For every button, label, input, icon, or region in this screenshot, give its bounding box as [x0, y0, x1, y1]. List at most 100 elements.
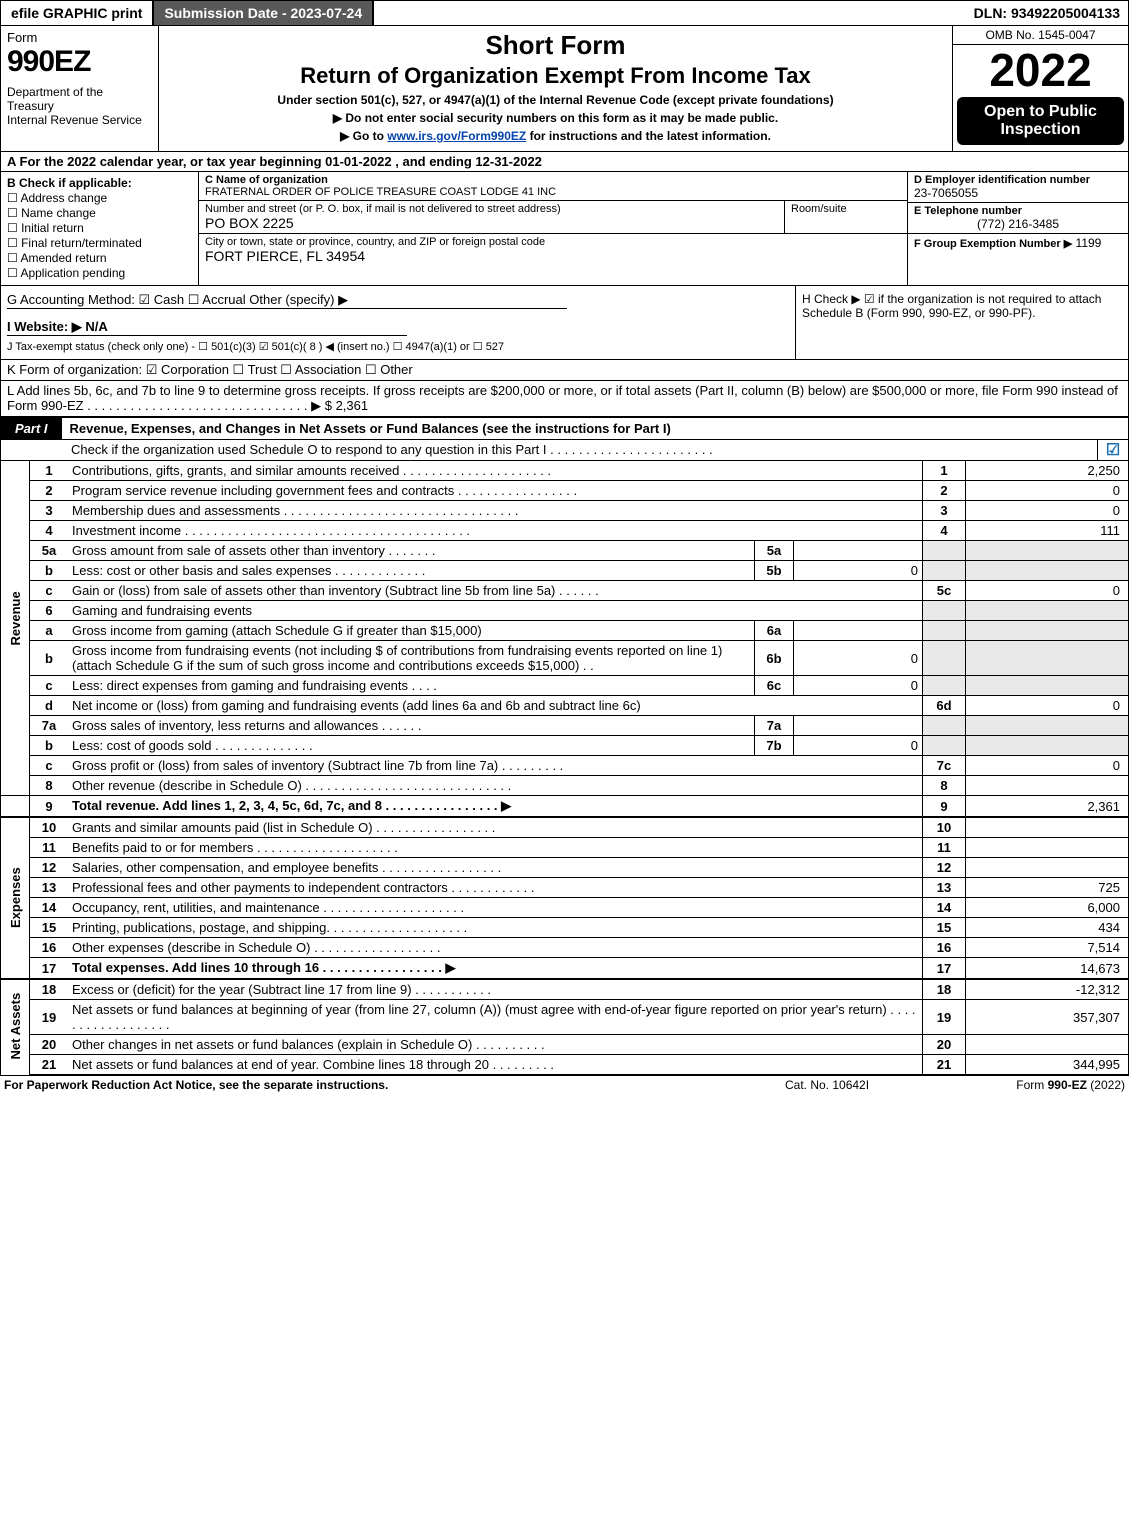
chk-address-change[interactable]: ☐ Address change: [7, 191, 192, 205]
l18-no: 18: [30, 979, 69, 1000]
part-1-title: Revenue, Expenses, and Changes in Net As…: [70, 421, 1128, 436]
omb-number: OMB No. 1545-0047: [953, 26, 1128, 45]
d-value: 23-7065055: [914, 186, 1122, 200]
calc-table: Revenue 1 Contributions, gifts, grants, …: [0, 461, 1129, 1075]
l10-no: 10: [30, 817, 69, 838]
l1-amt: 2,250: [966, 461, 1129, 481]
header-right: OMB No. 1545-0047 2022 Open to Public In…: [952, 26, 1128, 151]
topbar-spacer: [374, 1, 966, 25]
submission-date-button[interactable]: Submission Date - 2023-07-24: [154, 1, 374, 25]
l6c-desc: Less: direct expenses from gaming and fu…: [68, 676, 755, 696]
chk-final-return[interactable]: ☐ Final return/terminated: [7, 236, 192, 250]
check-o-text: Check if the organization used Schedule …: [1, 440, 1097, 460]
row-k: K Form of organization: ☑ Corporation ☐ …: [0, 360, 1129, 381]
c-city-label: City or town, state or province, country…: [205, 236, 901, 248]
l16-desc: Other expenses (describe in Schedule O) …: [68, 938, 923, 958]
l19-amt: 357,307: [966, 1000, 1129, 1035]
l13-col: 13: [923, 878, 966, 898]
vlabel-revenue: Revenue: [1, 461, 30, 776]
part-1-check-o: Check if the organization used Schedule …: [0, 440, 1129, 461]
l18-amt: -12,312: [966, 979, 1129, 1000]
f-value: 1199: [1076, 236, 1102, 250]
l19-col: 19: [923, 1000, 966, 1035]
l6a-sub: 6a: [755, 621, 794, 641]
e-label: E Telephone number: [914, 205, 1122, 217]
l6a-amt: [966, 621, 1129, 641]
l4-no: 4: [30, 521, 69, 541]
check-o-box[interactable]: ☑: [1097, 440, 1128, 460]
l7c-amt: 0: [966, 756, 1129, 776]
l6-col: [923, 601, 966, 621]
l5a-col: [923, 541, 966, 561]
l3-amt: 0: [966, 501, 1129, 521]
chk-address-change-text: Address change: [20, 191, 107, 205]
l14-desc: Occupancy, rent, utilities, and maintena…: [68, 898, 923, 918]
l6a-desc: Gross income from gaming (attach Schedul…: [68, 621, 755, 641]
open-to-public: Open to Public Inspection: [957, 97, 1124, 145]
l5c-desc: Gain or (loss) from sale of assets other…: [68, 581, 923, 601]
efile-print-button[interactable]: efile GRAPHIC print: [1, 1, 154, 25]
chk-application-pending[interactable]: ☐ Application pending: [7, 266, 192, 280]
l4-desc: Investment income . . . . . . . . . . . …: [68, 521, 923, 541]
subtitle-2: ▶ Do not enter social security numbers o…: [167, 111, 944, 125]
l6-desc: Gaming and fundraising events: [68, 601, 923, 621]
block-b: B Check if applicable: ☐ Address change …: [1, 172, 199, 285]
chk-initial-return[interactable]: ☐ Initial return: [7, 221, 192, 235]
l15-desc: Printing, publications, postage, and shi…: [68, 918, 923, 938]
l7a-desc: Gross sales of inventory, less returns a…: [68, 716, 755, 736]
l7b-desc: Less: cost of goods sold . . . . . . . .…: [68, 736, 755, 756]
chk-amended-return[interactable]: ☐ Amended return: [7, 251, 192, 265]
l3-no: 3: [30, 501, 69, 521]
topbar: efile GRAPHIC print Submission Date - 20…: [0, 0, 1129, 26]
l5b-amt: [966, 561, 1129, 581]
chk-name-change-text: Name change: [21, 206, 96, 220]
l5b-no: b: [30, 561, 69, 581]
c-street-label: Number and street (or P. O. box, if mail…: [205, 203, 778, 215]
l5b-sub: 5b: [755, 561, 794, 581]
l7c-col: 7c: [923, 756, 966, 776]
l10-amt: [966, 817, 1129, 838]
l13-desc: Professional fees and other payments to …: [68, 878, 923, 898]
l12-desc: Salaries, other compensation, and employ…: [68, 858, 923, 878]
l11-no: 11: [30, 838, 69, 858]
l16-amt: 7,514: [966, 938, 1129, 958]
l16-col: 16: [923, 938, 966, 958]
c-name-value: FRATERNAL ORDER OF POLICE TREASURE COAST…: [205, 186, 901, 198]
l3-desc: Membership dues and assessments . . . . …: [68, 501, 923, 521]
irs-link[interactable]: www.irs.gov/Form990EZ: [387, 129, 526, 143]
l9-amt: 2,361: [966, 796, 1129, 818]
l6c-sub: 6c: [755, 676, 794, 696]
l6a-col: [923, 621, 966, 641]
l10-desc: Grants and similar amounts paid (list in…: [68, 817, 923, 838]
l21-amt: 344,995: [966, 1055, 1129, 1075]
l8-amt: [966, 776, 1129, 796]
subtitle-3: ▶ Go to www.irs.gov/Form990EZ for instru…: [167, 129, 944, 143]
i-text: I Website: ▶ N/A: [7, 319, 407, 336]
l21-desc: Net assets or fund balances at end of ye…: [68, 1055, 923, 1075]
subtitle-1: Under section 501(c), 527, or 4947(a)(1)…: [167, 93, 944, 107]
l13-amt: 725: [966, 878, 1129, 898]
l14-col: 14: [923, 898, 966, 918]
l5c-amt: 0: [966, 581, 1129, 601]
l20-desc: Other changes in net assets or fund bala…: [68, 1035, 923, 1055]
f-label: F Group Exemption Number ▶: [914, 238, 1072, 250]
l17-amt: 14,673: [966, 958, 1129, 980]
l15-col: 15: [923, 918, 966, 938]
l2-col: 2: [923, 481, 966, 501]
dln-label: DLN: 93492205004133: [966, 1, 1128, 25]
l17-no: 17: [30, 958, 69, 980]
chk-name-change[interactable]: ☐ Name change: [7, 206, 192, 220]
l1-col: 1: [923, 461, 966, 481]
tax-year: 2022: [953, 45, 1128, 95]
l5a-amt: [966, 541, 1129, 561]
l6b-desc: Gross income from fundraising events (no…: [68, 641, 755, 676]
footer-center: Cat. No. 10642I: [785, 1078, 945, 1092]
l6d-no: d: [30, 696, 69, 716]
l8-no: 8: [30, 776, 69, 796]
b-label: B Check if applicable:: [7, 176, 192, 190]
part-1-tab: Part I: [1, 418, 62, 439]
l7a-amt: [966, 716, 1129, 736]
block-gh: G Accounting Method: ☑ Cash ☐ Accrual Ot…: [0, 286, 1129, 360]
header-left: Form 990EZ Department of the Treasury In…: [1, 26, 159, 151]
l19-desc: Net assets or fund balances at beginning…: [68, 1000, 923, 1035]
